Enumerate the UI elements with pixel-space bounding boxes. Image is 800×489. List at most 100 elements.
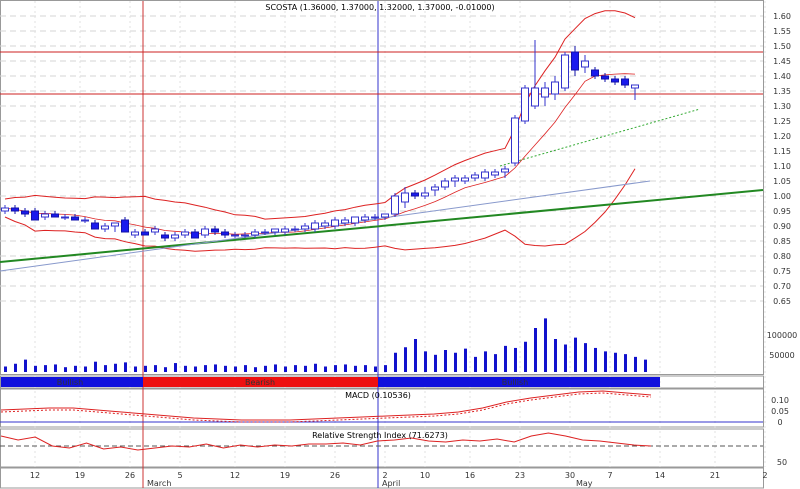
price-tick-label: 1.10 [773,162,791,171]
price-tick-label: 0.65 [773,297,791,306]
candle-body [91,222,99,230]
volume-bar [174,363,177,372]
volume-bar [464,348,467,372]
volume-bar [414,339,417,372]
candle-body [401,192,409,203]
macd-signal-line [0,392,652,423]
price-tick-label: 1.45 [773,57,791,66]
price-panel [0,0,764,375]
volume-bar [644,359,647,372]
candle-body [631,84,639,89]
volume-bar [384,365,387,372]
price-tick-label: 1.15 [773,147,791,156]
volume-bar [314,363,317,372]
month-label: March [147,479,171,488]
trend-label: Bullish [57,378,83,387]
volume-bar [354,365,357,372]
volume-bar [294,365,297,372]
candle-body [291,228,299,231]
date-tick-label: 19 [75,471,85,480]
candle-body [531,87,539,107]
trend-label: Bearish [245,378,275,387]
date-tick-label: 12 [30,471,40,480]
volume-bar [84,366,87,372]
candle-body [311,222,319,230]
volume-bar [134,366,137,372]
volume-bar [394,352,397,372]
volume-bar [284,366,287,372]
volume-bar [404,347,407,372]
price-tick-label: 1.00 [773,192,791,201]
candle-body [241,234,249,237]
candle-body [611,78,619,83]
candle-body [171,234,179,239]
candle-body [191,231,199,239]
volume-bar [554,339,557,372]
candle-body [151,228,159,233]
volume-bar [144,365,147,372]
candle-body [61,216,69,219]
volume-bar [534,328,537,372]
volume-bar [494,354,497,372]
date-tick-label: 16 [465,471,475,480]
candle-body [221,231,229,236]
rsi-tick-label: 50 [777,458,787,467]
candle-body [581,60,589,68]
month-label: May [576,479,593,488]
candle-body [231,234,239,237]
volume-bar [634,356,637,372]
volume-bar [74,365,77,372]
volume-bar [364,365,367,372]
candle-body [41,213,49,218]
price-tick-label: 0.80 [773,252,791,261]
candle-body [441,180,449,188]
date-axis-panel [0,467,764,489]
bollinger-upper [4,10,636,220]
volume-bar [44,365,47,372]
candle-body [511,117,519,164]
bollinger-lower [4,168,636,252]
price-tick-label: 0.70 [773,282,791,291]
candle-body [71,216,79,221]
volume-bar [334,365,337,372]
date-tick-label: 12 [230,471,240,480]
candle-body [411,192,419,197]
volume-bar [274,364,277,372]
volume-bar [204,365,207,372]
candle-body [271,228,279,233]
date-tick-label: 7 [607,471,612,480]
candle-body [551,81,559,95]
price-tick-label: 1.55 [773,27,791,36]
candle-body [421,192,429,197]
date-tick-label: 30 [565,471,575,480]
candle-body [471,174,479,179]
volume-bar [154,365,157,372]
candle-body [381,213,389,218]
candle-body [461,177,469,182]
date-tick-label: 10 [420,471,430,480]
date-tick-label: 23 [515,471,525,480]
volume-bar [564,344,567,372]
date-tick-label: 2 [382,471,387,480]
price-tick-label: 1.35 [773,87,791,96]
candle-body [1,207,9,212]
candle-body [81,219,89,222]
volume-bar [4,366,7,372]
volume-bar [474,356,477,372]
volume-bar [104,365,107,372]
candle-body [251,231,259,236]
candle-body [371,216,379,219]
macd-line [0,390,652,421]
candle-body [141,231,149,236]
trend-segment-bearish [143,377,378,387]
volume-bar [574,337,577,372]
volume-bar [114,363,117,372]
candle-body [321,222,329,227]
volume-bar [234,366,237,372]
chart-title: SCOSTA (1.36000, 1.37000, 1.32000, 1.370… [265,3,494,12]
price-tick-label: 1.60 [773,12,791,21]
candle-body [111,222,119,227]
price-tick-label: 0.95 [773,207,791,216]
month-label: April [382,479,400,488]
